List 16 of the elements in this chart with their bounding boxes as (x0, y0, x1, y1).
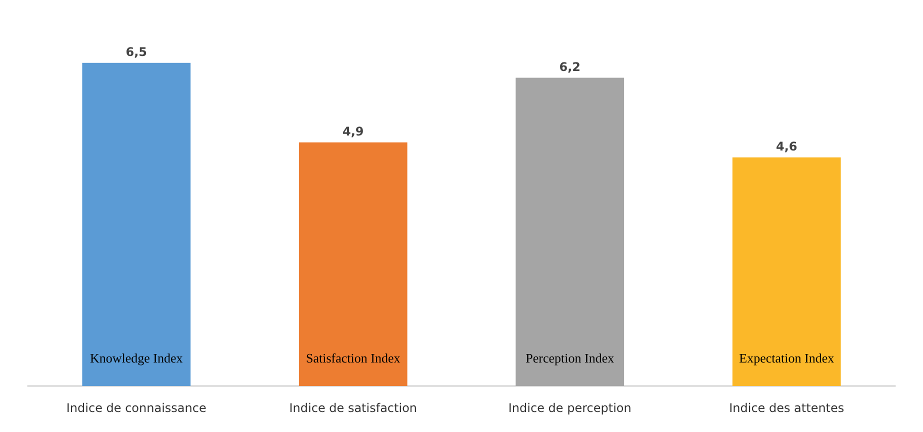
bar (732, 157, 841, 386)
data-label: 4,6 (776, 139, 798, 154)
x-tick-label: Indice de connaissance (66, 401, 206, 415)
bar (516, 78, 624, 386)
data-label: 6,2 (559, 60, 581, 74)
x-tick-label: Indice des attentes (729, 401, 844, 415)
annotation: Perception Index (526, 350, 615, 366)
annotation: Knowledge Index (90, 350, 184, 366)
bar (82, 62, 191, 386)
bar (298, 142, 408, 386)
x-tick-label: Indice de perception (508, 401, 632, 415)
annotation: Satisfaction Index (306, 350, 401, 366)
data-label: 4,9 (342, 124, 364, 138)
x-tick-label: Indice de satisfaction (289, 401, 418, 415)
data-label: 6,5 (126, 44, 148, 59)
annotation: Expectation Index (739, 350, 835, 366)
